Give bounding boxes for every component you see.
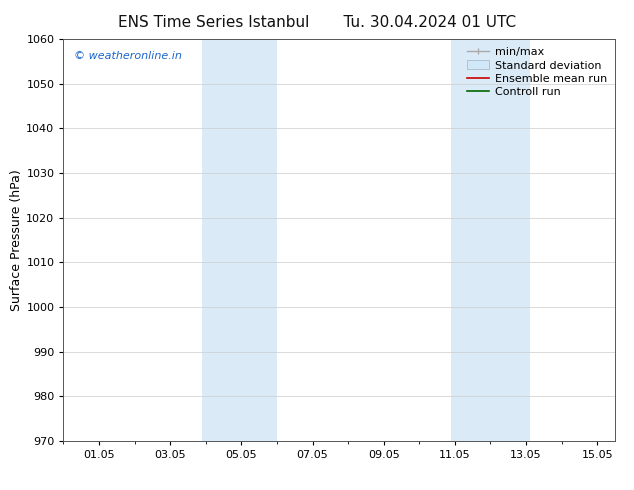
Bar [451,39,529,441]
Text: ENS Time Series Istanbul       Tu. 30.04.2024 01 UTC: ENS Time Series Istanbul Tu. 30.04.2024 … [118,15,516,30]
Text: © weatheronline.in: © weatheronline.in [74,51,183,61]
Bar [202,39,277,441]
Y-axis label: Surface Pressure (hPa): Surface Pressure (hPa) [11,169,23,311]
Legend: min/max, Standard deviation, Ensemble mean run, Controll run: min/max, Standard deviation, Ensemble me… [465,45,609,99]
